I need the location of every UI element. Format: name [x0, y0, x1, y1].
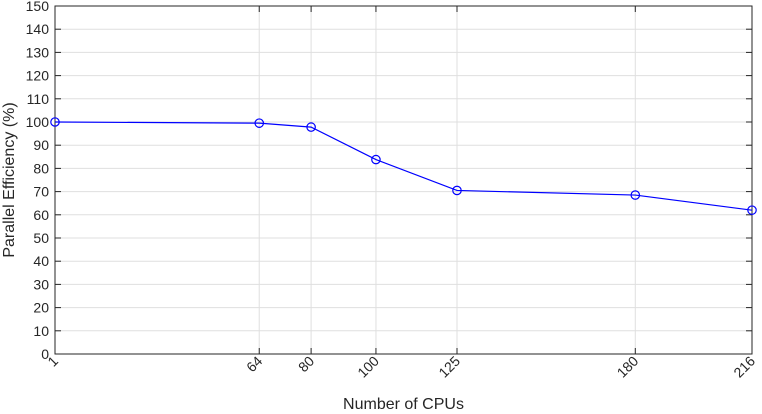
x-tick-label-4: 125 [435, 353, 463, 381]
y-tick-label-4: 40 [33, 253, 49, 269]
y-tick-label-14: 140 [26, 21, 50, 37]
plot-frame [54, 5, 753, 355]
data-point-5 [630, 190, 641, 200]
data-point-3 [371, 154, 381, 165]
series-line-0 [54, 121, 753, 211]
x-tick-label-1: 64 [243, 353, 265, 375]
x-tick-label-6: 216 [730, 353, 758, 381]
y-tick-label-5: 50 [33, 230, 49, 246]
y-tick-label-15: 150 [26, 0, 50, 14]
x-tick-label-5: 180 [614, 353, 642, 381]
y-tick-label-13: 130 [26, 44, 50, 60]
y-tick-label-11: 110 [27, 91, 50, 107]
y-tick-label-6: 60 [33, 207, 49, 223]
y-tick-label-10: 100 [26, 114, 50, 130]
y-tick-label-8: 80 [33, 160, 49, 176]
x-tick-label-2: 80 [295, 353, 317, 375]
y-tick-label-0: 0 [41, 346, 49, 362]
x-tick-label-0: 1 [44, 353, 61, 370]
data-point-2 [306, 122, 316, 132]
y-axis-label: Parallel Efficiency (%) [1, 102, 18, 257]
x-axis-label: Number of CPUs [343, 396, 464, 413]
series-layer [50, 117, 757, 215]
data-point-4 [452, 185, 462, 196]
y-tick-label-7: 70 [33, 184, 49, 200]
y-tick-label-3: 30 [33, 276, 49, 292]
x-tick-label-3: 100 [354, 353, 382, 381]
ticks-layer: 0 10 20 30 40 50 60 70 80 90 100 110 120 130 140 150 1 64… [26, 0, 759, 381]
data-point-0 [50, 117, 60, 127]
y-tick-label-12: 120 [26, 68, 50, 84]
y-tick-label-2: 20 [33, 300, 49, 316]
y-tick-label-9: 90 [33, 137, 49, 153]
grid-layer [54, 5, 753, 355]
y-tick-label-1: 10 [33, 323, 49, 339]
data-point-1 [254, 118, 265, 128]
data-point-6 [747, 205, 757, 215]
